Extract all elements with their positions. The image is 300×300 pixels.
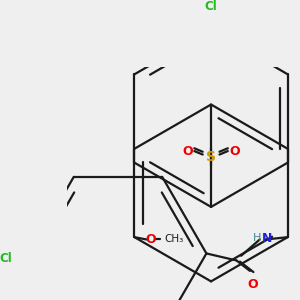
Text: S: S bbox=[206, 150, 216, 164]
Text: O: O bbox=[146, 233, 156, 246]
Text: O: O bbox=[182, 145, 193, 158]
Text: CH₃: CH₃ bbox=[165, 235, 184, 244]
Text: H: H bbox=[253, 233, 261, 243]
Text: O: O bbox=[248, 278, 258, 291]
Text: N: N bbox=[262, 232, 272, 245]
Text: Cl: Cl bbox=[205, 0, 218, 13]
Text: Cl: Cl bbox=[0, 252, 12, 265]
Text: O: O bbox=[229, 145, 240, 158]
